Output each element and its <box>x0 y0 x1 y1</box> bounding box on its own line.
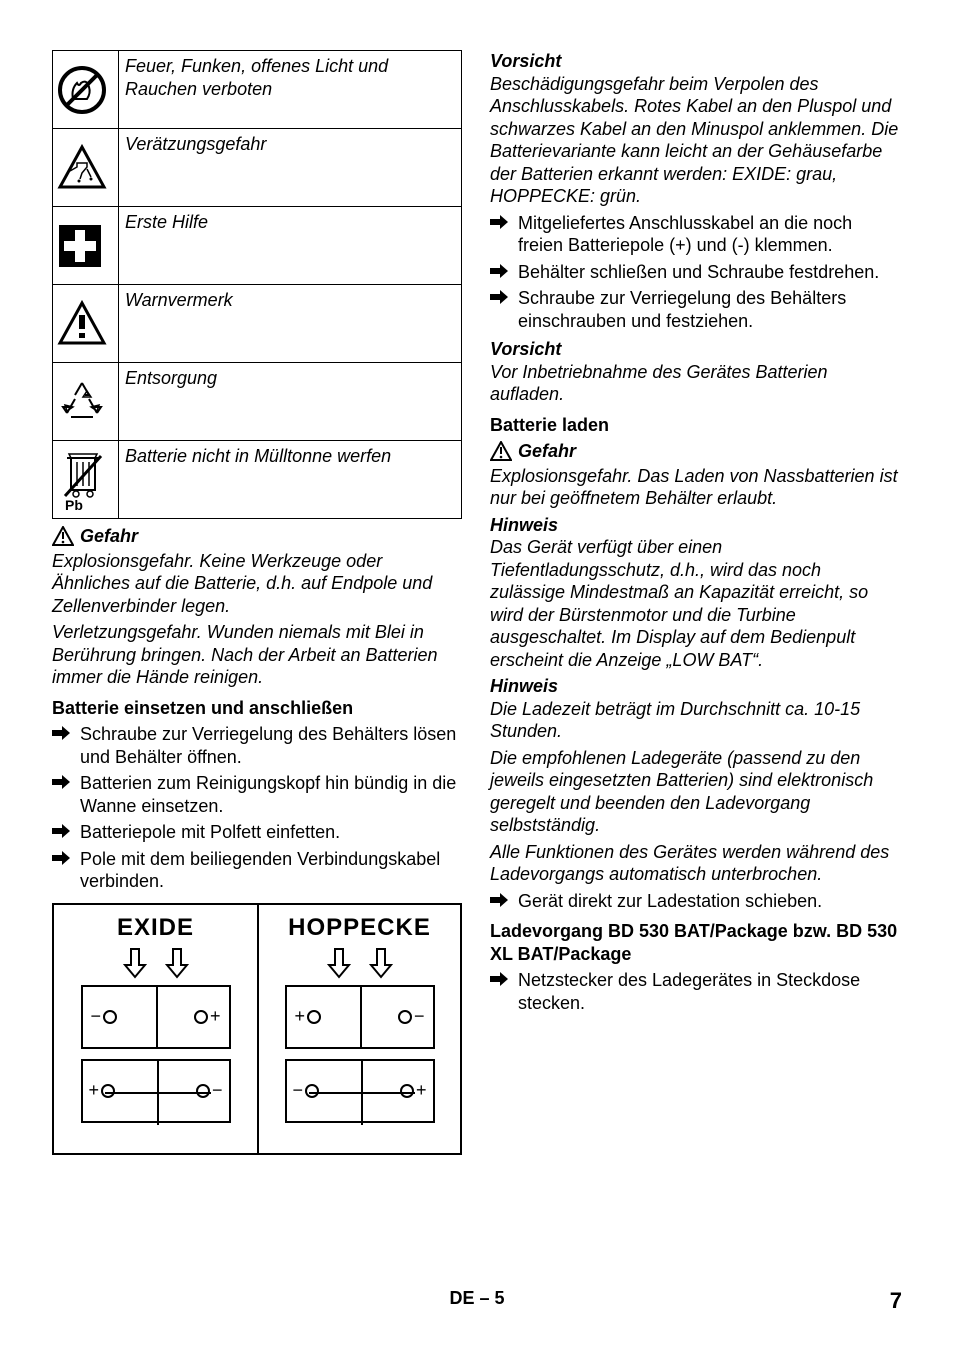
footer-center: DE – 5 <box>449 1287 504 1310</box>
svg-text:Pb: Pb <box>65 497 83 512</box>
caution-heading: Vorsicht <box>490 50 900 73</box>
list-item: Behälter schließen und Schraube festdreh… <box>490 261 900 284</box>
no-fire-icon <box>53 51 119 129</box>
table-row-text: Feuer, Funken, offenes Licht und Rauchen… <box>119 51 462 129</box>
list-item: Mitgeliefertes Anschlusskabel an die noc… <box>490 212 900 257</box>
danger-heading: Gefahr <box>490 440 900 463</box>
table-row-text: Erste Hilfe <box>119 207 462 285</box>
danger-text: Verletzungsgefahr. Wunden niemals mit Bl… <box>52 621 462 689</box>
danger-heading: Gefahr <box>52 525 462 548</box>
table-row-text: Entsorgung <box>119 363 462 441</box>
list-item: Pole mit dem beiliegenden Verbindungskab… <box>52 848 462 893</box>
battery-cell: + − <box>81 1059 231 1123</box>
diagram-exide: EXIDE − + + <box>54 905 257 1153</box>
danger-label: Gefahr <box>518 440 576 463</box>
brand-label: EXIDE <box>117 913 194 943</box>
table-row-text: Verätzungsgefahr <box>119 129 462 207</box>
charge-heading: Batterie laden <box>490 414 900 437</box>
battery-cell: − + <box>81 985 231 1049</box>
note-steps-list: Gerät direkt zur Ladestation schieben. <box>490 890 900 913</box>
down-arrow-icon <box>165 947 189 979</box>
list-item: Batterien zum Reinigungskopf hin bündig … <box>52 772 462 817</box>
caution-heading: Vorsicht <box>490 338 900 361</box>
first-aid-icon <box>53 207 119 285</box>
footer-page-number: 7 <box>890 1287 902 1315</box>
table-row-text: Batterie nicht in Mülltonne werfen <box>119 441 462 519</box>
list-item: Batteriepole mit Polfett einfetten. <box>52 821 462 844</box>
battery-cell: − + <box>285 1059 435 1123</box>
subheading-insert: Batterie einsetzen und anschließen <box>52 697 462 720</box>
brand-label: HOPPECKE <box>288 913 431 943</box>
list-item: Netzstecker des Ladegerätes in Steckdose… <box>490 969 900 1014</box>
note-text: Die empfohlenen Ladegeräte (passend zu d… <box>490 747 900 837</box>
charge-proc-list: Netzstecker des Ladegerätes in Steckdose… <box>490 969 900 1014</box>
left-column: Feuer, Funken, offenes Licht und Rauchen… <box>52 50 462 1155</box>
charge-proc-heading: Ladevorgang BD 530 BAT/Package bzw. BD 5… <box>490 920 900 965</box>
warning-triangle-icon <box>52 526 74 546</box>
diagram-hoppecke: HOPPECKE + − <box>257 905 460 1153</box>
note-text: Alle Funktionen des Gerätes werden währe… <box>490 841 900 886</box>
down-arrow-icon <box>123 947 147 979</box>
right-column: Vorsicht Beschädigungsgefahr beim Verpol… <box>490 50 900 1155</box>
danger-label: Gefahr <box>80 525 138 548</box>
caution-steps-list: Mitgeliefertes Anschlusskabel an die noc… <box>490 212 900 333</box>
note-heading: Hinweis <box>490 514 900 537</box>
page-footer: DE – 5 7 <box>0 1287 954 1315</box>
note-heading: Hinweis <box>490 675 900 698</box>
insert-steps-list: Schraube zur Verriegelung des Behälters … <box>52 723 462 893</box>
list-item: Schraube zur Verriegelung des Behälters … <box>52 723 462 768</box>
battery-cell: + − <box>285 985 435 1049</box>
list-item: Schraube zur Verriegelung des Behälters … <box>490 287 900 332</box>
warning-triangle-icon <box>490 441 512 461</box>
danger-text: Explosionsgefahr. Das Laden von Nassbatt… <box>490 465 900 510</box>
note-text: Das Gerät verfügt über einen Tiefentladu… <box>490 536 900 671</box>
warning-icon <box>53 285 119 363</box>
bin-pb-icon: Pb <box>53 441 119 519</box>
icon-table: Feuer, Funken, offenes Licht und Rauchen… <box>52 50 462 519</box>
recycle-icon <box>53 363 119 441</box>
corrosive-icon <box>53 129 119 207</box>
danger-text: Explosionsgefahr. Keine Werkzeuge oder Ä… <box>52 550 462 618</box>
down-arrow-icon <box>369 947 393 979</box>
caution-text: Beschädigungsgefahr beim Verpolen des An… <box>490 73 900 208</box>
table-row-text: Warnvermerk <box>119 285 462 363</box>
down-arrow-icon <box>327 947 351 979</box>
battery-diagram: EXIDE − + + <box>52 903 462 1155</box>
note-text: Die Ladezeit beträgt im Durchschnitt ca.… <box>490 698 900 743</box>
list-item: Gerät direkt zur Ladestation schieben. <box>490 890 900 913</box>
caution-text: Vor Inbetriebnahme des Gerätes Batterien… <box>490 361 900 406</box>
